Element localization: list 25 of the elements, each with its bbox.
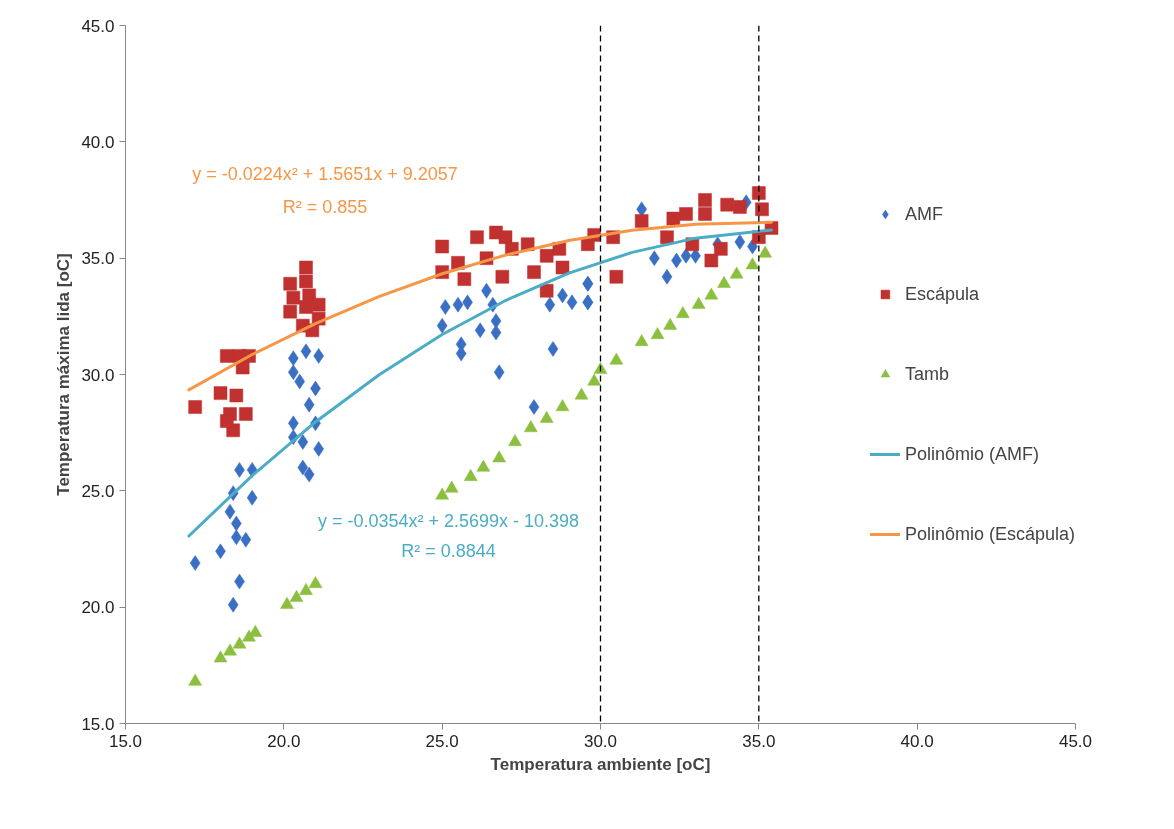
y-tick-label: 45.0 [81,16,115,36]
y-tick-label: 35.0 [81,249,115,269]
y-axis-title: Temperatura máxima lida [oC] [54,253,74,496]
annotation: R² = 0.8844 [401,541,496,562]
x-tick-label: 35.0 [742,731,776,751]
x-tick-label: 40.0 [900,731,934,751]
y-tick-label: 30.0 [81,365,115,385]
x-tick-label: 30.0 [583,731,618,751]
annotation: R² = 0.855 [282,196,368,217]
annotation: y = -0.0224x² + 1.5651x + 9.2057 [192,164,458,185]
x-tick-label: 45.0 [1058,731,1093,751]
legend-label: Escápula [904,283,979,305]
legend-label: Polinômio (Escápula) [904,523,1075,545]
x-tick-label: 25.0 [425,731,459,751]
legend-label: Polinômio (AMF) [904,443,1039,465]
y-tick-label: 15.0 [81,714,115,734]
x-tick-label: 15.0 [108,731,143,751]
y-tick-label: 40.0 [81,132,115,152]
x-axis-title: Temperatura ambiente [oC] [490,754,711,774]
legend-label: Tamb [904,363,949,385]
annotation: y = -0.0354x² + 2.5699x - 10.398 [317,511,580,532]
y-tick-label: 25.0 [81,481,115,501]
y-tick-label: 20.0 [81,598,115,618]
legend-label: AMF [904,203,943,225]
x-tick-label: 20.0 [267,731,301,751]
